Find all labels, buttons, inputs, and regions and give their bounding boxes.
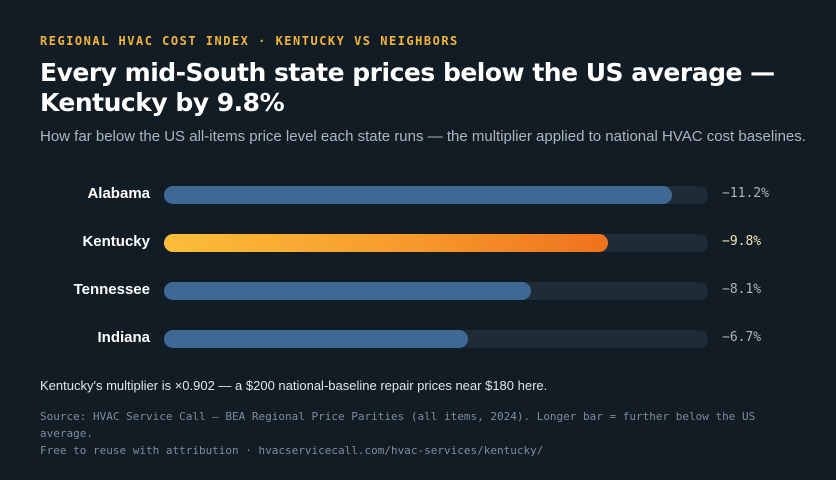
bar-row-tennessee: Tennessee −8.1% — [0, 266, 836, 314]
chart-title: Every mid-South state prices below the U… — [40, 58, 775, 117]
bar — [164, 234, 608, 252]
bar-value-label: −8.1% — [722, 282, 762, 297]
bar-row-kentucky: Kentucky −9.8% — [0, 218, 836, 266]
bar-label: Alabama — [87, 185, 150, 202]
bar-track — [164, 186, 708, 204]
chart-subtitle: How far below the US all-items price lev… — [40, 128, 806, 145]
attribution-text: Free to reuse with attribution · hvacser… — [40, 444, 544, 457]
bar-label: Tennessee — [73, 281, 150, 298]
bar-chart: Alabama −11.2% Kentucky −9.8% Tennessee −8.1%… — [0, 170, 836, 360]
bar-row-indiana: Indiana −6.7% — [0, 314, 836, 362]
bar-track — [164, 330, 708, 348]
bar — [164, 186, 672, 204]
bar — [164, 282, 531, 300]
bar-track — [164, 282, 708, 300]
kicker: REGIONAL HVAC COST INDEX · KENTUCKY VS N… — [40, 34, 459, 48]
bar-label: Indiana — [97, 329, 150, 346]
source-block: Source: HVAC Service Call — BEA Regional… — [40, 408, 800, 459]
bar-track — [164, 234, 708, 252]
bar — [164, 330, 468, 348]
bar-value-label: −11.2% — [722, 186, 769, 201]
bar-label: Kentucky — [82, 233, 150, 250]
bar-value-label: −6.7% — [722, 330, 762, 345]
footnote: Kentucky's multiplier is ×0.902 — a $200… — [40, 378, 548, 393]
bar-row-alabama: Alabama −11.2% — [0, 170, 836, 218]
source-text: Source: HVAC Service Call — BEA Regional… — [40, 410, 756, 440]
bar-value-label: −9.8% — [722, 234, 762, 249]
